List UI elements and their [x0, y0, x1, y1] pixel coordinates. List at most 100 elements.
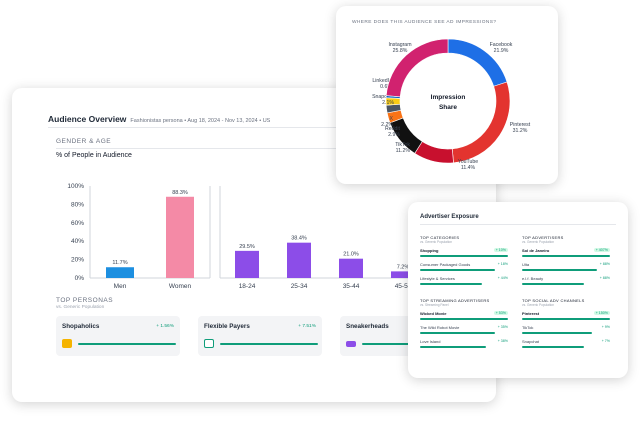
y-tick-label: 100%	[67, 183, 84, 190]
x-tick-label: 25-34	[291, 283, 308, 290]
divider	[420, 224, 616, 225]
x-tick-label: Women	[169, 283, 192, 290]
center-label: Impression	[431, 94, 466, 101]
exposure-row[interactable]: Ulta + 88%	[522, 262, 610, 276]
exposure-section-sub: vs. Generic Population	[522, 239, 555, 244]
center-label: Share	[439, 104, 457, 111]
slice-value-label: 11.2%	[396, 148, 411, 154]
y-tick-label: 40%	[71, 238, 84, 245]
persona-bar	[220, 343, 318, 345]
exposure-item-change: + 150%	[593, 310, 610, 315]
y-tick-label: 0%	[75, 275, 85, 282]
exposure-row[interactable]: Lifestyle & Services + 44%	[420, 276, 508, 290]
exposure-row[interactable]: Consumer Packaged Goods + 18%	[420, 262, 508, 276]
data-label: 11.7%	[112, 260, 127, 266]
exposure-section: TOP STREAMING ADVERTISERS vs. Streaming P…	[420, 298, 508, 353]
exposure-item-bar	[522, 317, 610, 320]
data-label: 29.5%	[239, 244, 255, 250]
exposure-item-name: e.l.f. Beauty	[522, 275, 544, 281]
exposure-item-change: + 9%	[601, 324, 610, 329]
exposure-item-bar	[420, 282, 482, 285]
x-tick-label: 45-54	[395, 283, 412, 290]
divider	[56, 148, 496, 149]
exposure-section-title: TOP SOCIAL ADV CHANNELS	[522, 298, 585, 303]
persona-name: Shopaholics	[62, 323, 100, 330]
x-tick-label: Men	[114, 283, 127, 290]
advertiser-exposure-card: Advertiser Exposure TOP CATEGORIES vs. Ge…	[408, 202, 628, 378]
exposure-section-sub: vs. Generic Population	[420, 239, 453, 244]
exposure-row[interactable]: Pinterest + 150%	[522, 310, 610, 325]
persona-card-shopaholics[interactable]: Shopaholics + 1.56%	[56, 316, 180, 356]
y-tick-label: 60%	[71, 220, 84, 227]
slice-name-label: LinkedIn	[372, 78, 392, 84]
exposure-row[interactable]: Wicked Movie + 53%	[420, 310, 508, 325]
exposure-row[interactable]: Love Island + 38%	[420, 339, 508, 353]
exposure-row[interactable]: Sol de Janeiro + 407%	[522, 247, 610, 262]
exposure-row[interactable]: e.l.f. Beauty + 88%	[522, 276, 610, 290]
exposure-item-bar	[522, 268, 597, 271]
exposure-item-name: Shopping	[420, 247, 439, 253]
persona-bar	[362, 343, 448, 345]
bar-men	[106, 267, 134, 278]
persona-change: + 1.56%	[156, 324, 174, 329]
exposure-item-name: Wicked Movie	[420, 310, 447, 316]
exposure-item-change: + 88%	[599, 275, 610, 280]
data-label: 21.0%	[343, 252, 359, 258]
exposure-item-change: + 88%	[599, 261, 610, 266]
exposure-section-title: TOP STREAMING ADVERTISERS	[420, 298, 490, 303]
exposure-section: TOP CATEGORIES vs. Generic Population Shop…	[420, 235, 508, 290]
exposure-item-change: + 35%	[497, 324, 508, 329]
exposure-item-name: Pinterest	[522, 310, 540, 316]
exposure-item-bar	[420, 268, 495, 271]
persona-name: Sneakerheads	[346, 323, 389, 330]
exposure-row[interactable]: TikTok + 9%	[522, 325, 610, 339]
bar-women	[166, 196, 194, 278]
impression-share-card: WHERE DOES THIS AUDIENCE SEE AD IMPRESSI…	[336, 6, 558, 184]
persona-card-flexible-payers[interactable]: Flexible Payers + 7.51%	[198, 316, 322, 356]
exposure-item-name: The Wild Robot Movie	[420, 324, 460, 330]
slice-instagram	[385, 38, 449, 98]
section-label-gender-age: GENDER & AGE	[56, 138, 112, 145]
top-personas-sub: vs. Generic Population	[56, 305, 105, 310]
x-tick-label: 35-44	[343, 283, 360, 290]
slice-value-label: 2.1%	[382, 100, 394, 106]
slice-name-label: Reddit	[385, 126, 401, 132]
overview-title: Audience Overview	[48, 114, 127, 124]
slice-value-label: 0.6%	[380, 84, 392, 90]
exposure-item-bar	[420, 331, 495, 334]
exposure-item-bar	[420, 254, 508, 257]
exposure-row[interactable]: Shopping + 10%	[420, 247, 508, 262]
top-personas-label: TOP PERSONAS	[56, 297, 114, 304]
x-tick-label: 18-24	[239, 283, 256, 290]
data-label: 7.2%	[397, 264, 410, 270]
bar-age-18-24	[235, 250, 259, 278]
exposure-row[interactable]: Snapchat + 7%	[522, 339, 610, 353]
exposure-item-name: TikTok	[522, 324, 534, 330]
divider	[48, 127, 496, 128]
exposure-item-bar	[522, 254, 610, 257]
exposure-item-change: + 7%	[601, 338, 610, 343]
exposure-item-name: Consumer Packaged Goods	[420, 261, 471, 267]
exposure-item-bar	[420, 345, 486, 348]
exposure-section: TOP SOCIAL ADV CHANNELS vs. Generic Popul…	[522, 298, 610, 353]
slice-value-label: 25.8%	[393, 48, 408, 54]
exposure-item-change: + 18%	[497, 261, 508, 266]
bar-age-45-54	[391, 271, 415, 278]
bar-age-35-44	[339, 258, 363, 278]
persona-bar	[78, 343, 176, 345]
data-label: 88.3%	[172, 190, 188, 196]
slice-name-label: Snapchat	[372, 94, 394, 100]
exposure-item-change: + 407%	[593, 247, 610, 252]
exposure-section-title: TOP CATEGORIES	[420, 235, 460, 240]
data-label: 38.4%	[291, 236, 307, 242]
exposure-item-name: Lifestyle & Services	[420, 275, 455, 281]
slice-name-label: TikTok	[395, 142, 410, 148]
slice-value-label: 31.2%	[513, 128, 528, 134]
exposure-section: TOP ADVERTISERS vs. Generic Population Sol…	[522, 235, 610, 290]
exposure-row[interactable]: The Wild Robot Movie + 35%	[420, 325, 508, 339]
exposure-item-name: Ulta	[522, 261, 530, 267]
slice-value-label: 21.9%	[494, 48, 509, 54]
shopping-bag-icon	[62, 339, 72, 348]
slice-value-label: 2.2%	[381, 122, 393, 128]
